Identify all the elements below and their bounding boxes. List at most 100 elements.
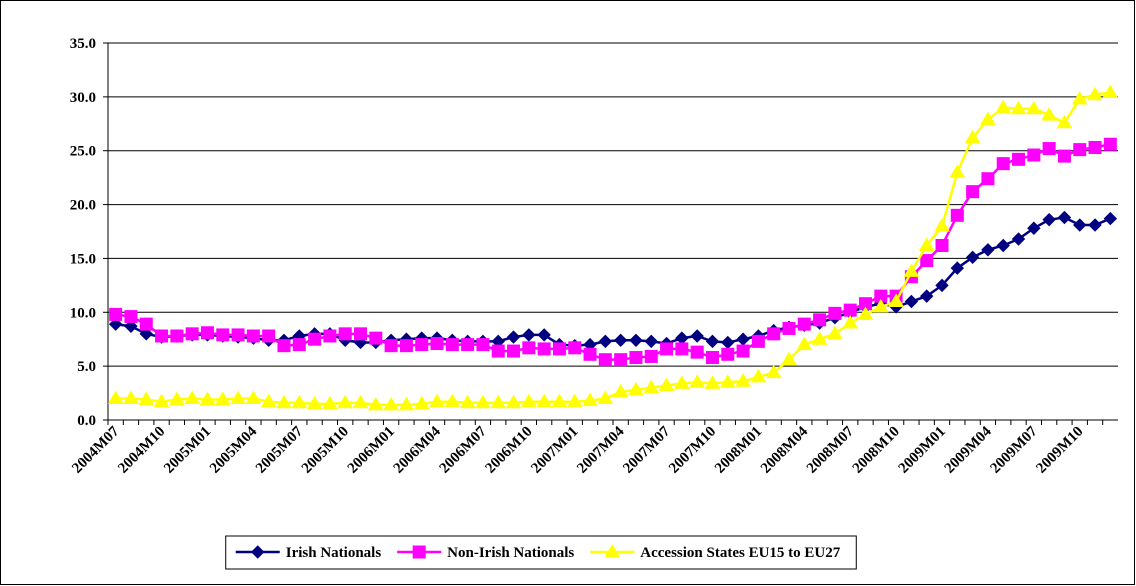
marker	[675, 342, 689, 356]
marker	[813, 313, 827, 327]
marker	[690, 329, 704, 343]
marker	[935, 239, 949, 253]
marker	[704, 375, 721, 389]
marker	[185, 327, 199, 341]
marker	[964, 129, 981, 144]
marker	[750, 368, 767, 383]
marker	[108, 317, 123, 331]
marker	[536, 393, 553, 408]
marker	[322, 395, 338, 410]
marker	[168, 391, 185, 406]
marker	[613, 333, 628, 347]
marker	[995, 99, 1012, 114]
marker	[337, 394, 354, 409]
marker	[276, 394, 292, 409]
marker	[491, 344, 505, 358]
marker	[1057, 210, 1072, 225]
marker	[597, 390, 614, 404]
marker	[124, 310, 138, 324]
marker	[170, 329, 184, 343]
marker	[1012, 152, 1026, 166]
marker	[430, 337, 444, 351]
legend-box	[225, 535, 857, 570]
marker	[1041, 107, 1058, 121]
marker	[522, 341, 536, 355]
marker	[139, 317, 153, 331]
marker	[705, 351, 719, 365]
marker	[352, 394, 369, 409]
marker	[920, 289, 934, 303]
marker	[246, 329, 260, 343]
marker	[1103, 211, 1118, 226]
marker	[781, 351, 797, 366]
y-tick-label: 30.0	[70, 90, 96, 106]
marker	[308, 332, 322, 346]
marker	[522, 328, 536, 342]
marker	[628, 381, 644, 396]
y-tick-label: 10.0	[70, 305, 96, 321]
marker	[966, 185, 980, 199]
marker	[950, 208, 964, 222]
marker	[155, 329, 169, 343]
marker	[705, 334, 720, 349]
marker	[124, 319, 138, 333]
marker	[399, 339, 413, 353]
marker	[153, 393, 170, 408]
marker	[1073, 143, 1087, 157]
marker	[568, 341, 582, 355]
marker	[1103, 137, 1117, 151]
marker	[1088, 140, 1102, 154]
marker	[398, 396, 415, 411]
marker	[980, 111, 996, 125]
marker	[811, 331, 828, 345]
marker	[216, 328, 230, 342]
marker	[1087, 86, 1103, 101]
marker	[935, 278, 949, 293]
marker	[857, 306, 874, 320]
marker	[629, 333, 643, 347]
marker	[459, 394, 476, 409]
legend-label: Non-Irish Nationals	[447, 545, 574, 561]
marker	[445, 338, 459, 352]
marker	[827, 325, 843, 340]
y-tick-label: 0.0	[77, 413, 96, 429]
marker	[552, 342, 566, 356]
marker	[981, 243, 995, 257]
y-tick-label: 20.0	[70, 198, 96, 214]
marker	[1042, 212, 1056, 227]
marker	[230, 390, 246, 404]
marker	[444, 393, 461, 408]
marker	[644, 349, 658, 363]
marker	[323, 329, 337, 343]
marker	[965, 250, 980, 265]
marker	[782, 321, 796, 335]
marker	[629, 351, 643, 365]
y-tick-label: 5.0	[77, 359, 96, 375]
marker	[903, 263, 920, 277]
series	[107, 84, 1119, 411]
marker	[505, 394, 522, 409]
marker	[138, 391, 155, 406]
marker	[507, 344, 521, 358]
marker	[582, 392, 598, 407]
marker	[1102, 84, 1119, 99]
series	[109, 137, 1117, 367]
legend: Irish Nationals Non-Irish Nationals Access…	[225, 535, 857, 570]
marker	[981, 172, 995, 186]
marker	[765, 364, 782, 379]
marker	[123, 390, 139, 404]
marker	[139, 327, 153, 341]
marker	[644, 334, 658, 349]
marker	[277, 339, 291, 353]
marker	[843, 303, 857, 317]
marker	[383, 396, 399, 411]
marker	[735, 373, 751, 387]
marker	[797, 317, 811, 331]
marker	[1010, 100, 1027, 115]
marker	[934, 218, 950, 232]
marker	[796, 336, 813, 351]
marker	[1073, 218, 1087, 232]
marker	[949, 164, 966, 178]
